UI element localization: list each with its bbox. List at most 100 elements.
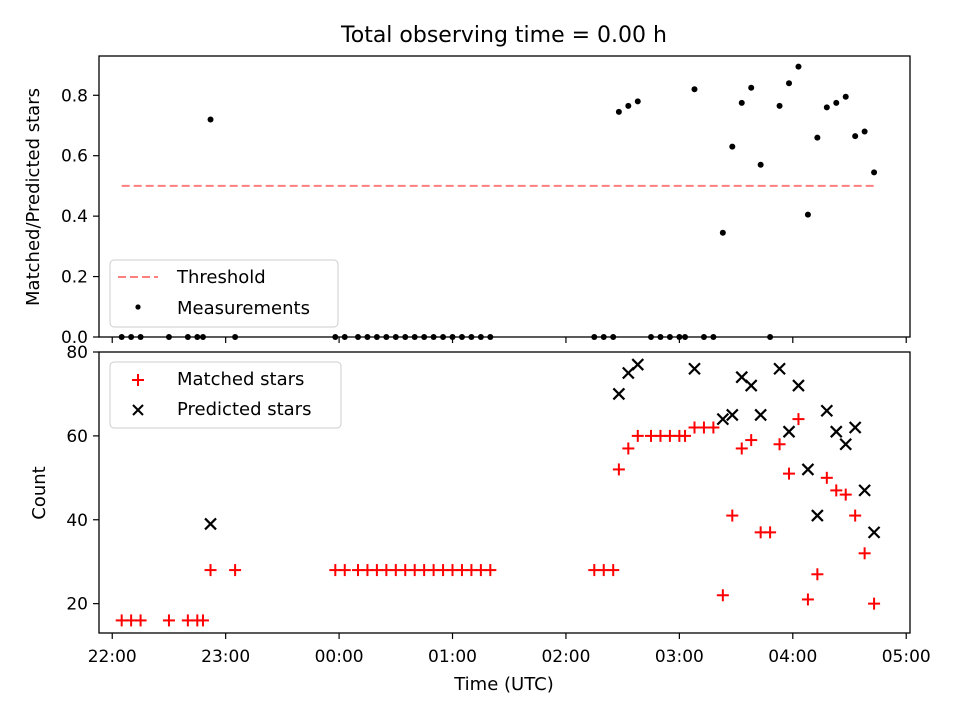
measurement-point — [871, 169, 878, 176]
top-axes-frame — [98, 55, 911, 338]
measurement-point — [615, 108, 622, 115]
predicted-star-point — [612, 387, 626, 401]
predicted-star-point — [820, 404, 834, 417]
measurement-point — [666, 334, 673, 340]
xtick-label: 01:00 — [428, 647, 477, 667]
measurement-point — [440, 334, 447, 340]
measurement-point — [833, 99, 840, 106]
matched-star-point — [134, 614, 147, 627]
matched-star-point — [764, 526, 777, 539]
matched-star-point — [811, 568, 824, 581]
bottom-ytick-label: 60 — [66, 427, 88, 447]
predicted-star-point — [716, 412, 730, 426]
matched-star-point — [338, 564, 351, 577]
top-legend: Threshold Measurements — [109, 259, 339, 328]
xtick-label: 00:00 — [315, 647, 364, 667]
predicted-star-point — [811, 509, 824, 522]
matched-star-point — [858, 547, 871, 560]
measurement-point — [814, 134, 821, 141]
matched-star-point — [204, 564, 217, 577]
measurement-point — [738, 99, 745, 106]
measurement-point — [430, 334, 437, 340]
measurement-point — [682, 334, 689, 340]
measurement-point — [767, 334, 774, 340]
matched-star-point — [783, 467, 796, 480]
measurement-point — [748, 84, 755, 91]
matched-star-point — [801, 593, 814, 606]
measurement-point — [402, 334, 409, 340]
measurement-point — [600, 334, 607, 340]
bottom-ytick-label: 80 — [66, 343, 88, 363]
measurement-point — [591, 334, 598, 340]
predicted-star-point — [801, 463, 815, 476]
measurement-point — [861, 128, 868, 135]
bottom-axes-frame — [98, 351, 911, 634]
measurement-point — [392, 334, 399, 340]
legend-measurements-swatch — [135, 304, 141, 310]
measurement-point — [710, 334, 717, 340]
measurement-point — [757, 161, 764, 168]
measurement-point — [625, 102, 632, 109]
bottom-x-ticks: 22:00 23:00 00:00 01:00 02:00 03:00 04:00 05:00 — [88, 633, 931, 667]
bottom-legend: Matched stars Predicted stars — [109, 361, 342, 429]
measurement-point — [364, 334, 371, 340]
matched-star-point — [735, 442, 748, 455]
matched-star-point — [745, 434, 758, 447]
matched-star-point — [679, 429, 692, 442]
measurement-point — [700, 334, 707, 340]
measurement-point — [804, 211, 811, 218]
predicted-star-point — [726, 408, 739, 422]
matched-star-point — [839, 488, 852, 501]
measurement-point — [842, 93, 849, 100]
measurement-point — [477, 334, 484, 340]
predicted-star-point — [773, 362, 786, 376]
xtick-label: 22:00 — [88, 647, 137, 667]
legend-matched-swatch — [132, 374, 144, 386]
measurement-point — [137, 334, 144, 340]
top-ytick-label: 0.6 — [61, 147, 88, 167]
measurement-point — [421, 334, 428, 340]
matched-star-point — [484, 564, 497, 577]
predicted-star-point — [754, 408, 767, 422]
measurement-point — [458, 334, 465, 340]
measurement-point — [232, 334, 239, 340]
measurement-point — [449, 334, 456, 340]
xtick-label: 05:00 — [882, 647, 931, 667]
measurement-point — [795, 63, 802, 70]
predicted-star-point — [858, 484, 871, 497]
measurement-point — [676, 334, 683, 340]
xtick-label: 02:00 — [541, 647, 590, 667]
measurement-point — [194, 334, 201, 340]
measurement-point — [487, 334, 494, 340]
measurement-point — [786, 80, 793, 87]
matched-star-point — [622, 442, 635, 455]
bottom-ytick-label: 20 — [66, 595, 88, 615]
predicted-star-point — [839, 437, 853, 451]
measurement-point — [776, 102, 783, 109]
top-y-axis-label: Matched/Predicted stars — [23, 88, 44, 306]
measurement-point — [165, 334, 172, 340]
bottom-y-axis-label: Count — [29, 466, 50, 519]
top-y-ticks: 0.0 0.2 0.4 0.6 0.8 — [61, 86, 99, 348]
matched-star-point — [773, 438, 786, 451]
bottom-plot-area — [115, 358, 881, 627]
matched-star-point — [868, 597, 881, 610]
matched-star-point — [707, 421, 720, 434]
legend-predicted-label: Predicted stars — [177, 399, 311, 420]
measurement-point — [610, 334, 617, 340]
top-ytick-label: 0.4 — [61, 207, 88, 227]
measurement-point — [411, 334, 418, 340]
legend-predicted-swatch — [132, 404, 144, 416]
measurement-point — [207, 116, 214, 123]
matched-star-point — [631, 429, 644, 442]
matched-star-point — [820, 471, 833, 484]
measurement-point — [118, 334, 125, 340]
bottom-panel: 20 40 60 80 22:00 23:00 00:00 01:00 02:00 03:00 0… — [29, 343, 931, 695]
xtick-label: 03:00 — [655, 647, 704, 667]
top-ytick-label: 0.2 — [61, 268, 88, 288]
legend-measurements-label: Measurements — [177, 298, 310, 319]
predicted-star-point — [792, 379, 805, 392]
measurement-point — [691, 86, 698, 93]
predicted-star-point — [688, 362, 701, 376]
